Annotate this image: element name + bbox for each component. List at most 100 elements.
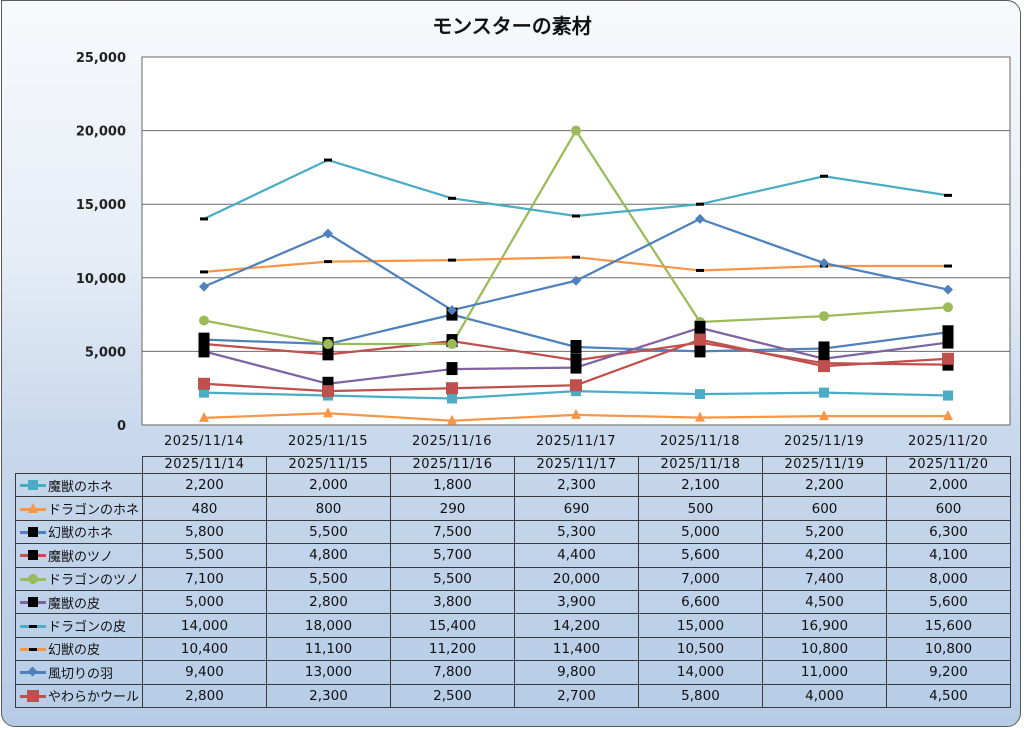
series-markers <box>199 407 953 425</box>
series-label-cell: 魔獣の皮 <box>15 589 143 615</box>
value-cell: 10,800 <box>886 636 1011 662</box>
data-point <box>199 315 209 326</box>
value-cell: 9,200 <box>886 660 1011 685</box>
series-name: ドラゴンの皮 <box>48 620 127 636</box>
data-point <box>570 339 582 353</box>
series-label-cell: 幻獣のホネ <box>15 519 143 545</box>
legend-key-icon <box>20 666 46 678</box>
value-cell: 600 <box>762 496 887 521</box>
data-table: 2025/11/14 2025/11/15 2025/11/16 2025/11/17… <box>15 456 1011 708</box>
data-point <box>570 379 582 392</box>
data-point <box>446 382 458 395</box>
value-cell: 15,600 <box>886 613 1011 638</box>
value-cell: 11,200 <box>390 636 515 662</box>
value-cell: 5,500 <box>390 566 515 591</box>
table-row: ドラゴンのツノ 7,100 5,500 5,500 20,000 7,000 7,400 8,… <box>15 566 1011 591</box>
table-column-header: 2025/11/18 <box>638 456 763 474</box>
value-cell: 3,900 <box>514 589 639 615</box>
x-tick-label: 2025/11/20 <box>908 434 988 449</box>
value-cell: 2,500 <box>390 683 515 708</box>
series-name: 魔獣のホネ <box>48 479 114 495</box>
value-cell: 13,000 <box>266 660 391 685</box>
table-row: 魔獣のホネ 2,200 2,000 1,800 2,300 2,100 2,200 2,000 <box>15 472 1011 498</box>
series-label-cell: 魔獣のホネ <box>15 472 143 498</box>
data-point <box>942 352 954 365</box>
line-chart: 0 5,000 10,000 15,000 20,000 25,000 2025/11/1… <box>76 51 1011 449</box>
data-point <box>696 268 704 272</box>
value-cell: 7,100 <box>142 566 267 591</box>
table-row: 魔獣の皮 5,000 2,800 3,800 3,900 6,600 4,500 5,600 <box>15 589 1011 615</box>
value-cell: 4,000 <box>762 683 887 708</box>
value-cell: 2,200 <box>762 472 887 498</box>
series-label-cell: 幻獣の皮 <box>15 636 143 662</box>
value-cell: 2,300 <box>514 472 639 498</box>
value-cell: 500 <box>638 496 763 521</box>
value-cell: 10,500 <box>638 636 763 662</box>
value-cell: 14,000 <box>638 660 763 685</box>
legend-key-icon <box>20 549 46 561</box>
series-label-cell: ドラゴンの皮 <box>15 613 143 638</box>
data-point <box>198 337 210 351</box>
series-label-cell: 魔獣のツノ <box>15 543 143 568</box>
data-point <box>694 333 706 346</box>
data-point <box>570 353 582 367</box>
data-point <box>819 410 829 421</box>
value-cell: 5,500 <box>266 566 391 591</box>
legend-key-icon <box>20 596 46 608</box>
data-point <box>572 255 580 259</box>
value-cell: 2,100 <box>638 472 763 498</box>
table-row: 幻獣の皮 10,400 11,100 11,200 11,400 10,500 10,800… <box>15 636 1011 662</box>
data-point <box>942 325 954 339</box>
data-point <box>571 408 581 419</box>
value-cell: 14,200 <box>514 613 639 638</box>
data-point <box>323 228 333 239</box>
data-point <box>447 393 457 404</box>
value-cell: 5,000 <box>638 519 763 545</box>
table-column-header: 2025/11/17 <box>514 456 639 474</box>
value-cell: 6,600 <box>638 589 763 615</box>
table-column-header: 2025/11/14 <box>142 456 267 474</box>
value-cell: 6,300 <box>886 519 1011 545</box>
value-cell: 4,500 <box>886 683 1011 708</box>
series-markers <box>200 158 952 221</box>
data-point <box>943 302 953 313</box>
y-tick-label: 20,000 <box>76 125 126 140</box>
data-point <box>199 411 209 422</box>
series-label-cell: ドラゴンのツノ <box>15 566 143 591</box>
data-point <box>694 320 706 334</box>
data-point <box>448 196 456 200</box>
x-tick-label: 2025/11/15 <box>288 434 368 449</box>
table-row: 風切りの羽 9,400 13,000 7,800 9,800 14,000 11,000 9,… <box>15 660 1011 685</box>
table-row: 幻獣のホネ 5,800 5,500 7,500 5,300 5,000 5,200 6,300 <box>15 519 1011 545</box>
data-point <box>570 360 582 374</box>
x-tick-label: 2025/11/16 <box>412 434 492 449</box>
value-cell: 14,000 <box>142 613 267 638</box>
data-point <box>942 335 954 349</box>
data-point <box>447 339 457 350</box>
value-cell: 600 <box>886 496 1011 521</box>
data-point <box>818 341 830 355</box>
value-cell: 1,800 <box>390 472 515 498</box>
y-tick-label: 0 <box>117 419 126 434</box>
y-tick-label: 5,000 <box>85 345 126 360</box>
data-point <box>324 260 332 264</box>
table-column-header: 2025/11/15 <box>266 456 391 474</box>
value-cell: 5,500 <box>266 519 391 545</box>
data-point <box>819 387 829 398</box>
value-cell: 5,600 <box>638 543 763 568</box>
table-row: やわらかウール 2,800 2,300 2,500 2,700 5,800 4,000 4,5… <box>15 683 1011 708</box>
value-cell: 5,200 <box>762 519 887 545</box>
table-row: ドラゴンの皮 14,000 18,000 15,400 14,200 15,000 16,9… <box>15 613 1011 638</box>
legend-key-icon <box>20 620 46 632</box>
series-markers <box>199 213 953 316</box>
value-cell: 9,800 <box>514 660 639 685</box>
y-tick-label: 25,000 <box>76 51 126 66</box>
value-cell: 7,800 <box>390 660 515 685</box>
series-name: やわらかウール <box>48 690 140 706</box>
series-label-cell: やわらかウール <box>15 683 143 708</box>
value-cell: 7,400 <box>762 566 887 591</box>
data-point <box>694 344 706 358</box>
data-point <box>448 258 456 262</box>
series-name: 幻獣の皮 <box>48 643 101 659</box>
data-point <box>322 385 334 398</box>
